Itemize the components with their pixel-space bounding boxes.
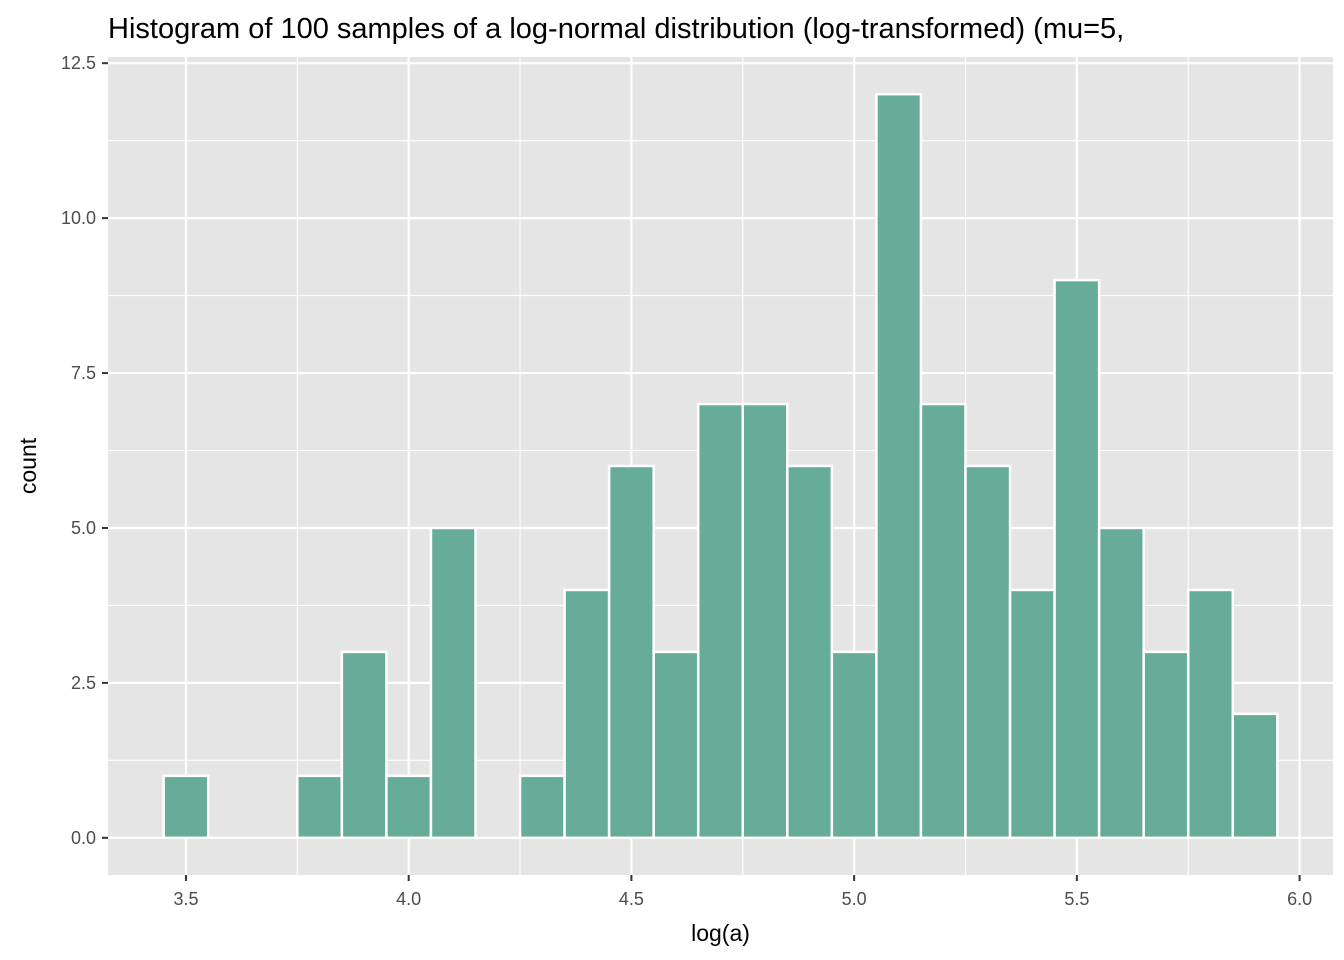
histogram-bar <box>518 774 566 840</box>
y-tick-label: 10.0 <box>61 208 96 228</box>
histogram-bar <box>1186 588 1235 840</box>
histogram-bar <box>607 464 655 840</box>
histogram-bar <box>162 774 210 840</box>
histogram-bar <box>786 464 834 840</box>
chart-title: Histogram of 100 samples of a log-normal… <box>108 13 1124 45</box>
y-tick-label: 7.5 <box>71 363 96 383</box>
x-tick-label: 5.0 <box>842 889 867 909</box>
histogram-bar <box>340 650 388 840</box>
histogram-bar <box>830 650 878 840</box>
x-axis-title: log(a) <box>691 920 750 946</box>
x-tick-label: 5.5 <box>1064 889 1089 909</box>
histogram-bar <box>919 402 967 840</box>
y-tick-label: 5.0 <box>71 518 96 538</box>
x-tick-label: 4.5 <box>619 889 644 909</box>
histogram-bar <box>1008 588 1056 840</box>
histogram-bar <box>964 464 1012 840</box>
histogram-bar <box>385 774 433 840</box>
x-tick-label: 3.5 <box>173 889 198 909</box>
x-axis-ticks: 3.5 4.0 4.5 5.0 5.5 6.0 <box>173 875 1312 909</box>
histogram-bar <box>1231 712 1279 840</box>
x-tick-label: 6.0 <box>1287 889 1312 909</box>
y-tick-label: 12.5 <box>61 53 96 73</box>
y-axis-ticks: 0.0 2.5 5.0 7.5 10.0 12.5 <box>61 53 108 848</box>
histogram-bar <box>696 402 745 840</box>
y-axis-title: count <box>15 437 41 494</box>
histogram-bar <box>875 92 923 840</box>
histogram-bar <box>1053 278 1101 840</box>
x-tick-label: 4.0 <box>396 889 421 909</box>
y-tick-label: 2.5 <box>71 673 96 693</box>
histogram-bar <box>741 402 789 840</box>
histogram-bar <box>652 650 700 840</box>
histogram-bar <box>429 526 477 840</box>
histogram-bar <box>563 588 611 840</box>
histogram-bars <box>162 92 1279 840</box>
histogram-bar <box>296 774 344 840</box>
histogram-bar <box>1097 526 1145 840</box>
histogram-bar <box>1142 650 1190 840</box>
y-tick-label: 0.0 <box>71 828 96 848</box>
